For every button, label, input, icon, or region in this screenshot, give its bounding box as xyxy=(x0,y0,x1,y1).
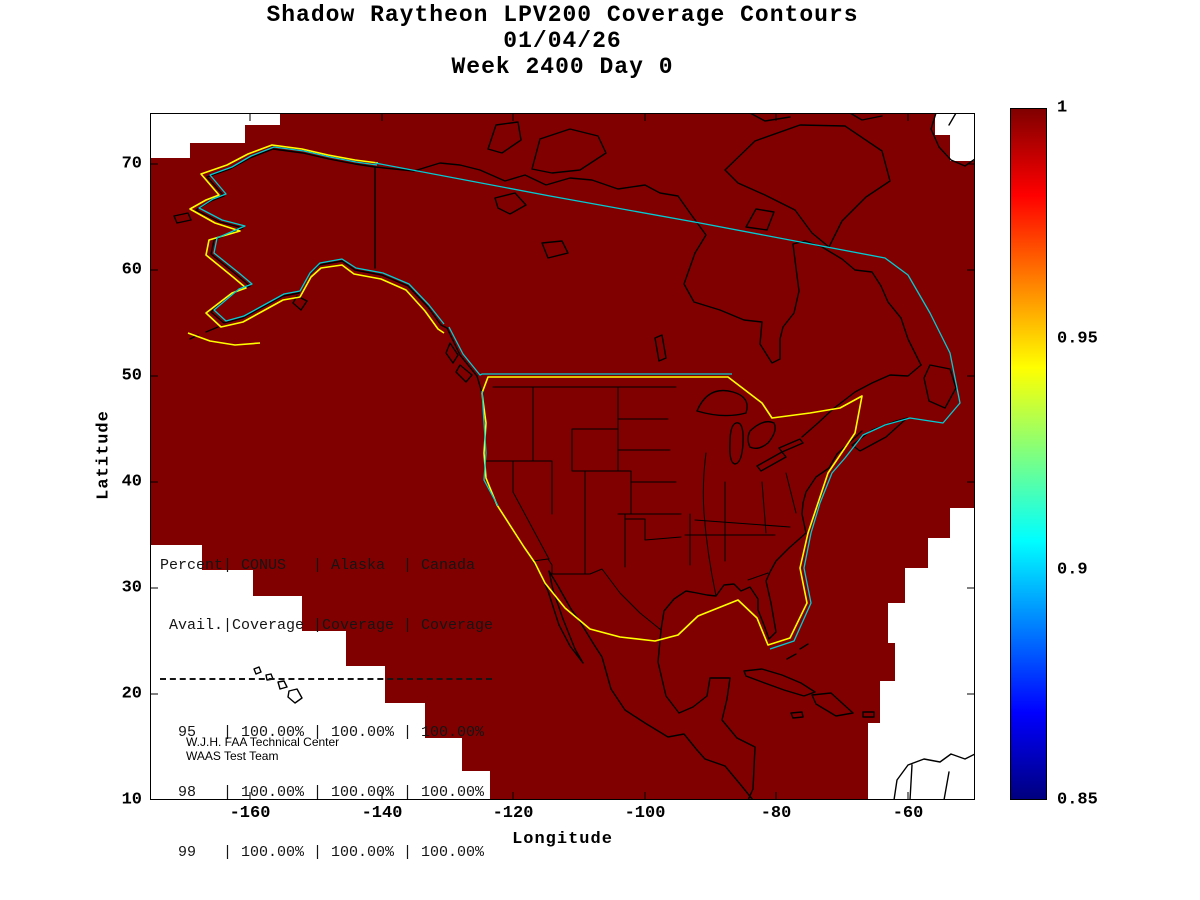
west-coast-cyan-contour xyxy=(448,326,499,507)
great-lakes-outline xyxy=(696,389,804,472)
map-plot xyxy=(150,113,975,800)
state-boundaries xyxy=(485,386,797,631)
credit-annotation: W.J.H. FAA Technical Center WAAS Test Te… xyxy=(186,735,339,763)
coverage-region xyxy=(150,113,975,800)
north-canada-cyan-contour xyxy=(374,162,961,650)
y-tick-label: 30 xyxy=(121,578,142,598)
figure-title: Shadow Raytheon LPV200 Coverage Contours… xyxy=(150,2,975,80)
coverage-table-row: 98 | 100.00% | 100.00% | 100.00% xyxy=(160,784,485,801)
title-line-3: Week 2400 Day 0 xyxy=(451,54,674,80)
conus-yellow-contour xyxy=(481,376,863,646)
coverage-table: Percent| CONUS | Alaska | Canada Avail.|… xyxy=(160,516,493,900)
colorbar-gradient xyxy=(1010,108,1047,800)
colorbar-tick-label: 0.9 xyxy=(1057,560,1088,580)
coverage-table-header-row: Percent| CONUS | Alaska | Canada xyxy=(160,557,476,574)
x-tick-label: -60 xyxy=(892,804,924,823)
east-coast-gulf-coastline xyxy=(657,430,863,800)
title-line-2: 01/04/26 xyxy=(503,28,622,54)
greenland-coastline xyxy=(930,113,975,167)
caribbean-islands-outline xyxy=(743,643,875,719)
hudson-bay-coastline xyxy=(677,195,922,366)
plot-border xyxy=(150,113,975,800)
alaska-cyan-contour xyxy=(198,146,445,325)
cyan-contours-group xyxy=(198,146,961,650)
y-tick-label: 70 xyxy=(121,154,142,174)
coverage-table-row: 95 | 100.00% | 100.00% | 100.00% xyxy=(160,724,485,741)
credit-line-2: WAAS Test Team xyxy=(186,749,279,763)
colorbar-tick-label: 1 xyxy=(1057,98,1068,118)
canada-arctic-coastline xyxy=(374,113,891,362)
south-america-coastline xyxy=(893,753,975,800)
coverage-table-subheader-row: Avail.|Coverage |Coverage | Coverage xyxy=(160,617,494,634)
yellow-contours-group xyxy=(187,144,863,646)
y-tick-label: 40 xyxy=(121,472,142,492)
y-axis-label: Latitude xyxy=(94,410,114,500)
coverage-table-row: 99 | 100.00% | 100.00% | 100.00% xyxy=(160,844,485,861)
x-tick-label: -140 xyxy=(361,804,403,823)
colorbar-tick-label: 0.95 xyxy=(1057,329,1098,349)
y-tick-label: 20 xyxy=(121,684,142,704)
credit-line-1: W.J.H. FAA Technical Center xyxy=(186,735,340,749)
alaska-yellow-contour xyxy=(189,144,445,334)
x-tick-label: -120 xyxy=(492,804,534,823)
x-tick-label: -160 xyxy=(229,804,271,823)
title-line-1: Shadow Raytheon LPV200 Coverage Contours xyxy=(266,2,859,28)
y-tick-label: 60 xyxy=(121,260,142,280)
east-canada-coastline xyxy=(801,364,957,452)
x-tick-label: -80 xyxy=(760,804,792,823)
colorbar-tick-label: 0.85 xyxy=(1057,790,1098,810)
y-tick-label: 10 xyxy=(121,790,142,810)
coverage-table-separator xyxy=(160,678,492,681)
x-tick-label: -100 xyxy=(624,804,666,823)
y-tick-label: 50 xyxy=(121,366,142,386)
aleutian-yellow-contour xyxy=(187,332,261,346)
x-axis-label: Longitude xyxy=(512,830,613,849)
axis-tick-marks xyxy=(150,113,975,800)
